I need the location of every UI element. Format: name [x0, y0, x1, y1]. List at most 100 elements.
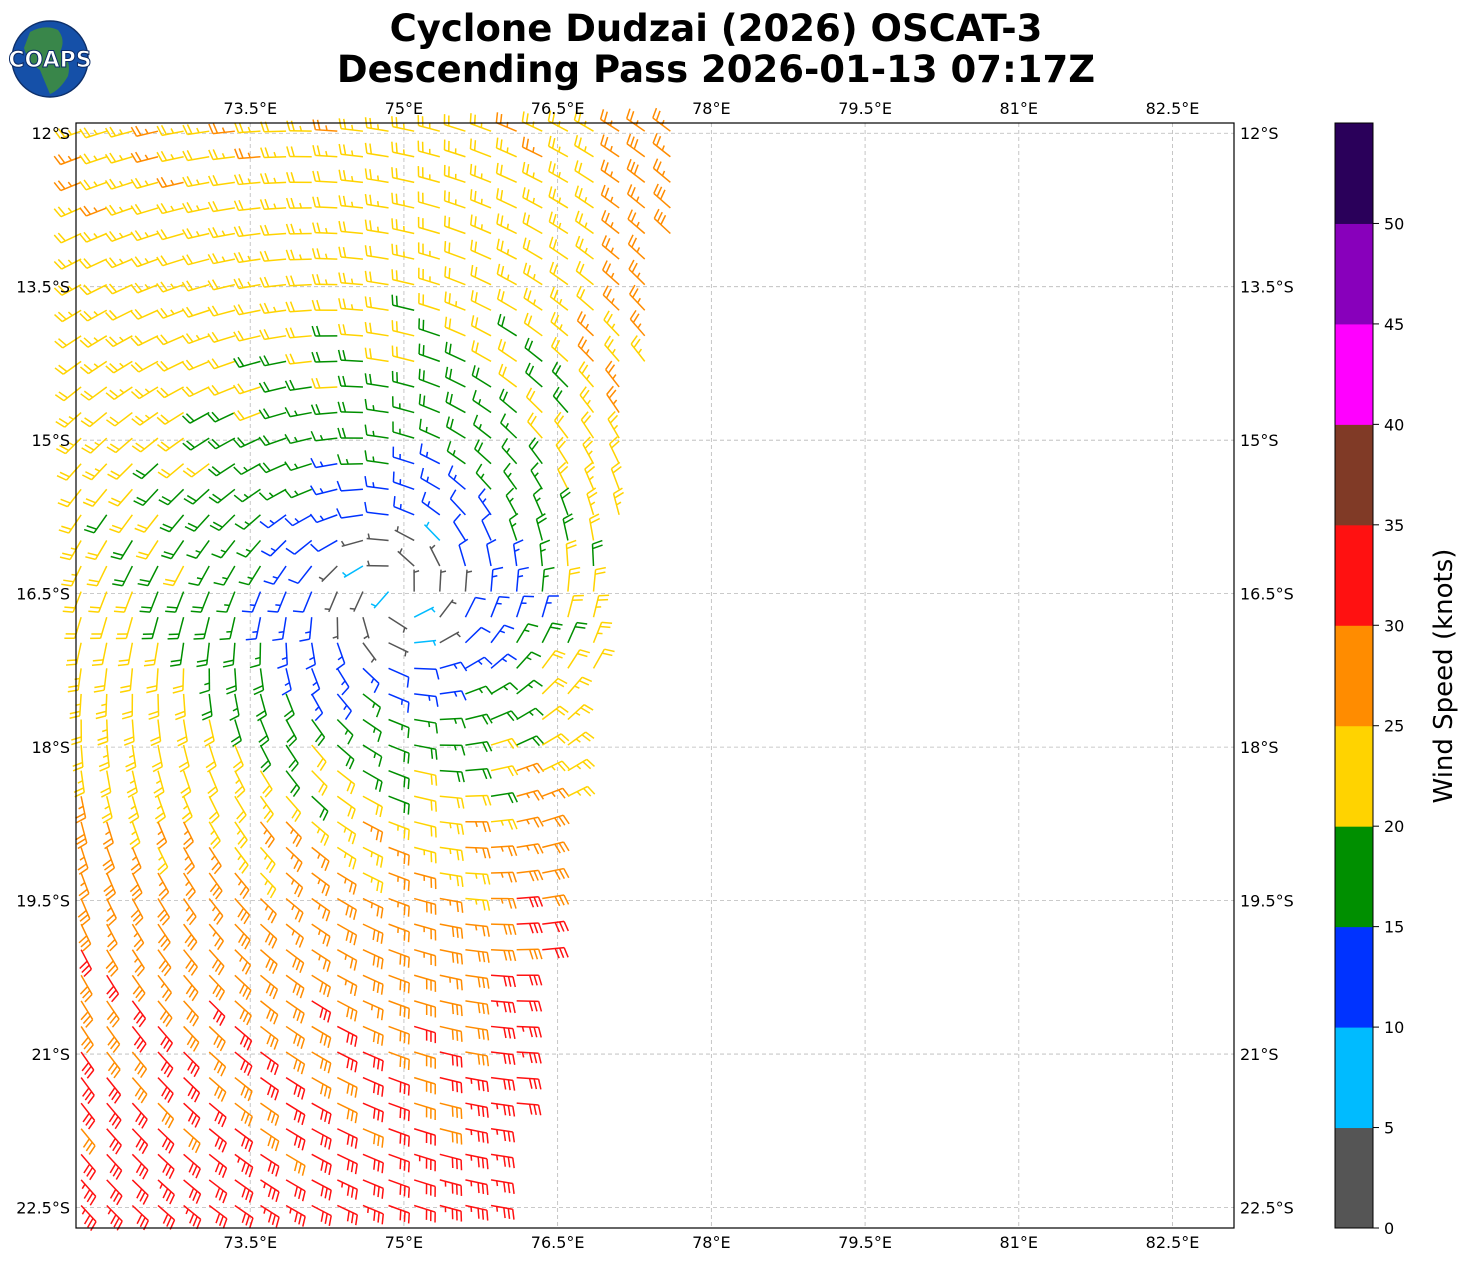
wind-barb	[336, 1128, 358, 1149]
wind-barb	[542, 920, 570, 933]
wind-barb	[258, 488, 287, 501]
wind-barb	[259, 949, 278, 974]
wind-barb	[234, 1025, 253, 1051]
wind-barb	[413, 1000, 437, 1018]
wind-barb	[182, 463, 210, 478]
wind-barb	[53, 180, 82, 192]
wind-barb	[516, 1051, 542, 1064]
wind-barb	[600, 134, 620, 158]
wind-barb	[107, 463, 133, 480]
wind-barb	[311, 1179, 332, 1201]
wind-barb	[336, 897, 357, 921]
wind-barb	[535, 513, 547, 541]
wind-barb	[207, 201, 235, 213]
wind-barb	[234, 923, 251, 950]
wind-barb	[362, 923, 384, 944]
wind-barb	[336, 1153, 358, 1175]
wind-barb	[336, 744, 355, 770]
wind-barb	[337, 1204, 359, 1226]
wind-barb	[419, 443, 441, 465]
wind-barb	[233, 199, 261, 212]
wind-barb	[490, 1128, 516, 1143]
wind-barb	[423, 521, 441, 541]
wind-barb	[183, 1077, 201, 1103]
wind-barb	[285, 275, 312, 287]
wind-barb	[288, 565, 313, 585]
wind-barb	[439, 948, 464, 965]
wind-barb	[336, 949, 358, 971]
wind-barb	[128, 796, 140, 824]
wind-barb	[503, 462, 518, 490]
wind-barb	[157, 898, 171, 926]
wind-barb	[388, 1000, 410, 1019]
wind-barb	[188, 565, 210, 587]
wind-barb	[337, 323, 363, 337]
wind-barb	[79, 179, 107, 191]
wind-barb	[490, 1179, 515, 1194]
wind-barb	[470, 290, 492, 311]
wind-barb	[123, 719, 135, 746]
wind-barb	[500, 413, 518, 439]
wind-barb	[299, 617, 313, 642]
wind-barb	[157, 872, 170, 901]
wind-barb	[311, 1025, 332, 1048]
wind-barb	[362, 1051, 384, 1072]
wind-barb	[184, 514, 210, 532]
wind-barb	[391, 141, 415, 158]
wind-barb	[413, 948, 437, 967]
wind-barb	[490, 792, 518, 804]
wind-barb	[439, 631, 461, 644]
wind-barb	[157, 1077, 174, 1103]
wind-barb	[312, 196, 338, 209]
wind-barb	[79, 231, 108, 243]
wind-barb	[465, 1051, 490, 1067]
wind-barb	[542, 867, 570, 880]
wind-barb	[516, 974, 543, 986]
wind-barb	[79, 335, 108, 348]
wind-barb	[567, 731, 595, 746]
wind-barb	[413, 1025, 437, 1044]
colorbar: 0 5 10 15 20 25 30 35 40 45 50 Wind Speed (knots)	[1334, 122, 1459, 1238]
wind-barb	[465, 872, 491, 885]
wind-barb	[394, 526, 415, 542]
wind-barb	[496, 263, 518, 286]
wind-barb	[653, 183, 671, 209]
wind-barb	[602, 260, 620, 286]
wind-barb	[362, 770, 383, 792]
wind-barb	[234, 872, 250, 900]
wind-barb	[573, 109, 594, 132]
wind-barb	[592, 594, 610, 618]
wind-barb	[465, 948, 490, 963]
wind-barb	[130, 308, 159, 320]
wind-barb	[208, 923, 225, 951]
wind-barb	[208, 821, 221, 849]
wind-barb	[516, 679, 543, 695]
wind-barb	[391, 269, 415, 286]
wind-barb	[305, 642, 317, 670]
wind-barb	[77, 898, 91, 927]
wind-barb	[388, 1025, 410, 1045]
map-panel: 73.5°E 73.5°E 75°E 75°E 76.5°E 76.5°E 78°E 78°E…	[16, 99, 1294, 1252]
wind-barb	[413, 1076, 436, 1095]
lat-tick-label-left: 21°S	[31, 1045, 70, 1064]
wind-barb	[80, 411, 108, 428]
wind-barb	[652, 158, 671, 183]
colorbar-bin	[1335, 926, 1373, 1028]
wind-barb	[516, 623, 539, 644]
wind-barb	[652, 107, 671, 132]
wind-barb	[285, 1051, 306, 1075]
wind-barb	[496, 213, 517, 235]
wind-barb	[388, 718, 410, 739]
wind-barb	[285, 539, 313, 555]
wind-barb	[414, 667, 440, 680]
wind-barb	[233, 225, 261, 238]
wind-barb	[465, 1076, 489, 1093]
wind-barb	[285, 223, 312, 235]
wind-barb	[421, 491, 441, 516]
wind-barb	[178, 744, 190, 773]
wind-barb	[182, 872, 196, 900]
wind-barb	[234, 1204, 254, 1229]
wind-barb	[364, 321, 389, 337]
wind-barb	[541, 760, 570, 772]
colorbar-tick-label: 50	[1384, 214, 1404, 233]
